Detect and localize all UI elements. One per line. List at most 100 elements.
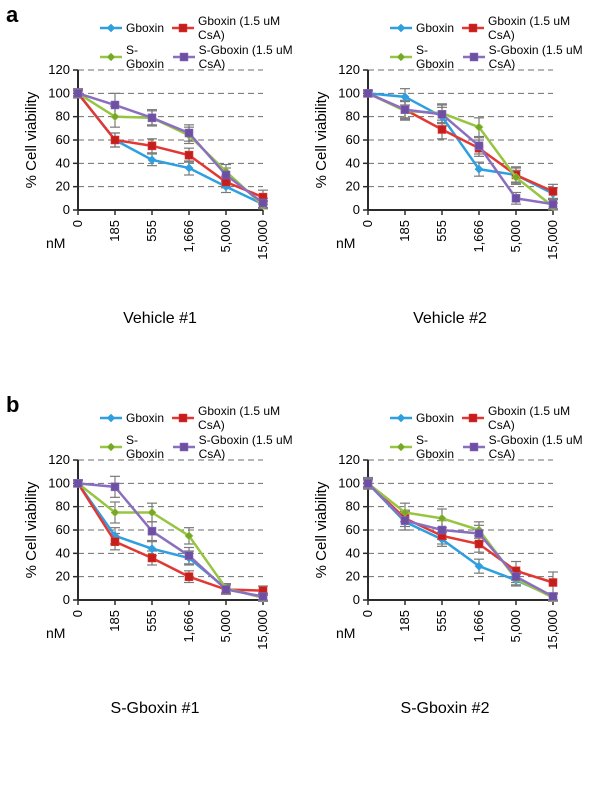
legend-label: Gboxin [126, 21, 164, 35]
x-tick-label: 555 [144, 220, 159, 242]
legend-label: S-Gboxin [126, 43, 165, 71]
y-tick-label: 100 [48, 85, 70, 100]
legend-item-sgboxin: S-Gboxin [390, 43, 455, 71]
series-marker-sgboxin_csa [148, 527, 156, 535]
series-marker-sgboxin_csa [185, 552, 193, 560]
x-unit-label: nM [336, 625, 355, 641]
legend-swatch-gboxin_csa [462, 412, 484, 424]
plot-svg: 02040608010012001855551,6665,00015,000nM… [20, 60, 300, 310]
x-tick-label: 185 [107, 610, 122, 632]
legend-item-gboxin_csa: Gboxin (1.5 uM CsA) [172, 404, 300, 432]
chart-subtitle: Vehicle #1 [95, 310, 225, 328]
series-marker-gboxin_csa [148, 554, 156, 562]
legend-swatch-gboxin [100, 22, 122, 34]
legend-item-sgboxin_csa: S-Gboxin (1.5 uM CsA) [463, 433, 590, 461]
legend-swatch-sgboxin [100, 51, 122, 63]
legend-label: Gboxin [416, 21, 454, 35]
x-tick-label: 5,000 [218, 610, 233, 643]
x-tick-label: 185 [397, 610, 412, 632]
legend: GboxinGboxin (1.5 uM CsA)S-GboxinS-Gboxi… [390, 14, 590, 71]
x-unit-label: nM [46, 235, 65, 251]
x-tick-label: 555 [434, 220, 449, 242]
legend-swatch-sgboxin_csa [173, 441, 195, 453]
legend-item-gboxin_csa: Gboxin (1.5 uM CsA) [462, 14, 590, 42]
series-marker-gboxin_csa [185, 573, 193, 581]
series-marker-gboxin_csa [438, 126, 446, 134]
legend-swatch-gboxin_csa [462, 22, 484, 34]
series-marker-sgboxin_csa [512, 573, 520, 581]
series-line-sgboxin [78, 483, 263, 597]
legend: Gboxin Gboxin (1.5 uM CsA)S-Gboxin S-Gboxi… [100, 404, 300, 461]
series-marker-sgboxin_csa [401, 517, 409, 525]
y-tick-label: 20 [56, 179, 70, 194]
x-tick-label: 1,666 [471, 220, 486, 253]
series-marker-gboxin_csa [549, 579, 557, 587]
series-marker-sgboxin_csa [259, 593, 267, 601]
y-tick-label: 100 [338, 85, 360, 100]
series-marker-sgboxin_csa [364, 479, 372, 487]
legend-item-gboxin: Gboxin [100, 404, 164, 432]
x-tick-label: 1,666 [181, 610, 196, 643]
panel-label-b: b [6, 392, 19, 418]
x-tick-label: 1,666 [471, 610, 486, 643]
legend-label: Gboxin [126, 411, 164, 425]
y-tick-label: 20 [346, 179, 360, 194]
y-tick-label: 40 [56, 155, 70, 170]
series-marker-sgboxin_csa [74, 89, 82, 97]
y-tick-label: 40 [346, 545, 360, 560]
chart-subtitle: S-Gboxin #2 [380, 700, 510, 718]
y-axis-label: % Cell viability [23, 481, 40, 578]
y-tick-label: 20 [346, 569, 360, 584]
y-tick-label: 0 [353, 202, 360, 217]
y-tick-label: 120 [48, 62, 70, 77]
legend-label: S-Gboxin [416, 433, 455, 461]
series-marker-gboxin_csa [185, 151, 193, 159]
y-axis-label: % Cell viability [313, 91, 330, 188]
y-tick-label: 100 [48, 475, 70, 490]
legend-swatch-sgboxin [390, 51, 412, 63]
x-tick-label: 555 [434, 610, 449, 632]
legend-label: S-Gboxin (1.5 uM CsA) [489, 433, 590, 461]
legend-swatch-sgboxin_csa [463, 441, 485, 453]
series-marker-gboxin_csa [148, 142, 156, 150]
series-marker-gboxin_csa [475, 540, 483, 548]
plot-svg: 02040608010012001855551,6665,00015,000nM… [20, 450, 300, 700]
legend-item-sgboxin: S-Gboxin [100, 433, 165, 461]
legend-label: Gboxin [416, 411, 454, 425]
legend-item-gboxin_csa: Gboxin (1.5 uM CsA) [172, 14, 300, 42]
y-tick-label: 80 [346, 499, 360, 514]
series-marker-sgboxin_csa [438, 110, 446, 118]
x-tick-label: 15,000 [545, 220, 560, 260]
y-tick-label: 80 [56, 109, 70, 124]
x-unit-label: nM [336, 235, 355, 251]
legend-swatch-sgboxin_csa [173, 51, 195, 63]
legend-swatch-gboxin [100, 412, 122, 424]
y-tick-label: 120 [338, 452, 360, 467]
y-tick-label: 60 [56, 132, 70, 147]
legend-label: S-Gboxin [416, 43, 455, 71]
plot-svg: 02040608010012001855551,6665,00015,000nM… [310, 450, 590, 700]
series-marker-sgboxin_csa [111, 483, 119, 491]
series-marker-sgboxin_csa [148, 114, 156, 122]
legend: Gboxin Gboxin (1.5 uM CsA)S-Gboxin S-Gboxi… [100, 14, 300, 71]
legend-label: Gboxin (1.5 uM CsA) [488, 14, 590, 42]
y-tick-label: 60 [346, 132, 360, 147]
y-tick-label: 0 [63, 202, 70, 217]
legend-label: S-Gboxin (1.5 uM CsA) [199, 433, 300, 461]
legend-item-sgboxin: S-Gboxin [390, 433, 455, 461]
x-tick-label: 0 [70, 220, 85, 227]
x-tick-label: 15,000 [255, 220, 270, 260]
legend-item-sgboxin_csa: S-Gboxin (1.5 uM CsA) [173, 43, 300, 71]
x-tick-label: 15,000 [255, 610, 270, 650]
panel-label-a: a [6, 2, 18, 28]
series-marker-sgboxin_csa [475, 530, 483, 538]
series-marker-sgboxin_csa [111, 101, 119, 109]
x-tick-label: 15,000 [545, 610, 560, 650]
series-marker-sgboxin_csa [259, 199, 267, 207]
y-tick-label: 80 [56, 499, 70, 514]
legend-swatch-gboxin [390, 412, 412, 424]
legend-item-sgboxin_csa: S-Gboxin (1.5 uM CsA) [173, 433, 300, 461]
series-marker-gboxin_csa [111, 538, 119, 546]
legend-item-sgboxin: S-Gboxin [100, 43, 165, 71]
series-line-gboxin_csa [78, 483, 263, 590]
